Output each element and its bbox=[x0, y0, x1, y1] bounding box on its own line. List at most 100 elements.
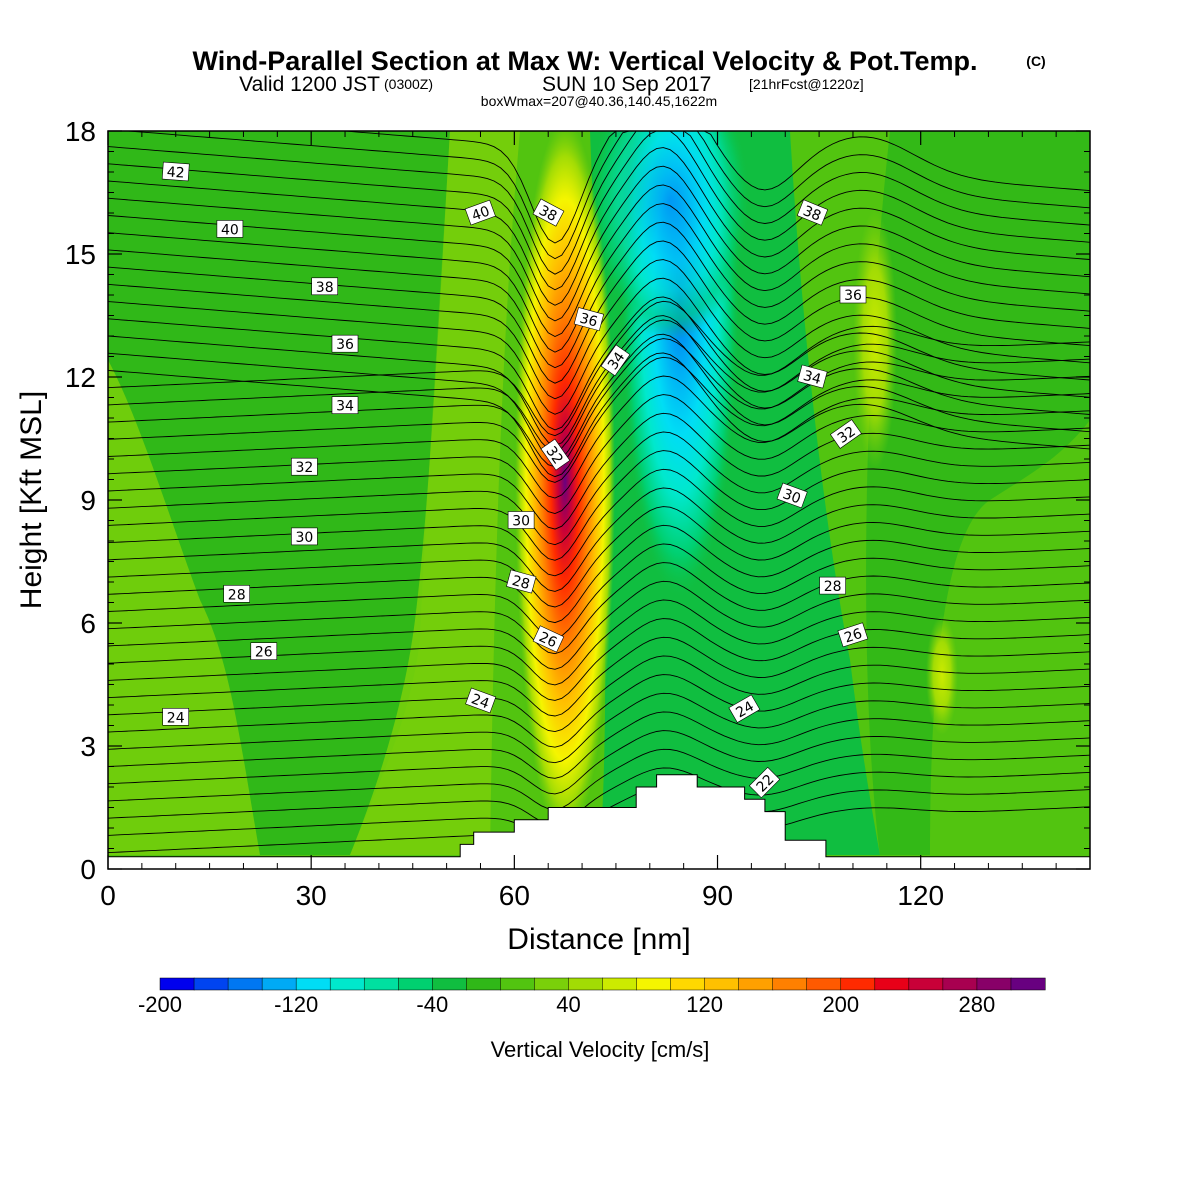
colorbar-swatch bbox=[602, 977, 638, 991]
colorbar-swatch bbox=[193, 977, 229, 991]
contour-label: 36 bbox=[331, 334, 359, 353]
colorbar-swatch bbox=[738, 977, 774, 991]
isentrope-line bbox=[108, 524, 1090, 624]
contour-label: 24 bbox=[162, 707, 189, 726]
x-tick-label: 0 bbox=[100, 880, 116, 911]
isentrope-line bbox=[108, 618, 1090, 701]
contour-label: 34 bbox=[797, 364, 828, 389]
x-tick-label: 30 bbox=[296, 880, 327, 911]
box-info-text: boxWmax=207@40.36,140.45,1622m bbox=[481, 93, 717, 109]
colorbar-swatch bbox=[363, 977, 399, 991]
colorbar-swatch bbox=[432, 977, 467, 991]
colorbar-swatch bbox=[500, 977, 535, 991]
valid-main-text: Valid 1200 JST bbox=[239, 73, 380, 96]
isentrope-line bbox=[108, 296, 1090, 431]
contour-label: 40 bbox=[216, 220, 244, 238]
contour-label: 30 bbox=[507, 511, 535, 530]
contour-label-text: 30 bbox=[781, 486, 803, 507]
colorbar-swatch bbox=[874, 977, 910, 991]
contour-label-box bbox=[797, 364, 828, 389]
colorbar-swatch bbox=[295, 977, 331, 991]
contour-label-text: 40 bbox=[470, 203, 492, 224]
y-tick-label: 9 bbox=[80, 485, 96, 516]
isentrope-line bbox=[108, 543, 1090, 639]
contour-label-box bbox=[507, 511, 535, 529]
contour-label-text: 42 bbox=[166, 164, 185, 181]
contour-label-box bbox=[162, 707, 189, 726]
colorbar-tick-label: 200 bbox=[822, 992, 859, 1017]
x-axis-title: Distance [nm] bbox=[507, 923, 690, 956]
colorbar-swatch bbox=[942, 977, 978, 991]
contour-label-text: 26 bbox=[255, 645, 273, 661]
isentrope-line bbox=[108, 730, 1090, 795]
isentrope-line bbox=[108, 674, 1090, 748]
colorbar-title: Vertical Velocity [cm/s] bbox=[491, 1037, 710, 1062]
contour-label-text: 28 bbox=[824, 579, 842, 595]
colorbar-swatch bbox=[261, 977, 297, 991]
contour-label-box bbox=[161, 161, 190, 182]
isentrope-line bbox=[108, 431, 1090, 546]
isentrope-line bbox=[108, 333, 1090, 462]
contour-label-text: 24 bbox=[167, 710, 185, 726]
contour-label-box bbox=[223, 584, 250, 603]
contour-label: 28 bbox=[819, 576, 846, 595]
contour-label: 34 bbox=[331, 396, 359, 415]
contour-label: 36 bbox=[839, 285, 867, 304]
contour-label: 28 bbox=[506, 569, 537, 594]
contour-label-text: 30 bbox=[295, 530, 313, 546]
contour-label-text: 30 bbox=[512, 514, 530, 530]
isentrope-line bbox=[108, 240, 1090, 384]
contour-label: 40 bbox=[464, 199, 496, 226]
y-tick-label: 0 bbox=[80, 854, 96, 885]
contour-label: 26 bbox=[837, 622, 869, 648]
y-tick-label: 12 bbox=[65, 362, 96, 393]
colorbar-swatch bbox=[806, 977, 842, 991]
colorbar-swatch bbox=[1010, 977, 1046, 991]
contour-label: 24 bbox=[465, 687, 497, 714]
colorbar-tick-label: 280 bbox=[959, 992, 996, 1017]
contour-label-box bbox=[796, 199, 829, 226]
chart-header: Wind-Parallel Section at Max W: Vertical… bbox=[193, 46, 1046, 109]
contour-label: 32 bbox=[291, 457, 318, 476]
contour-label-box bbox=[465, 687, 497, 714]
potential-temperature-contours bbox=[108, 131, 1090, 857]
contour-label-text: 40 bbox=[221, 222, 239, 238]
colorbar-tick-label: 120 bbox=[686, 992, 723, 1017]
isentrope-line bbox=[108, 767, 1090, 826]
contour-label-box bbox=[311, 277, 339, 296]
isentrope-line bbox=[108, 184, 1090, 338]
terrain-mask bbox=[108, 774, 1090, 869]
contour-label-box bbox=[331, 334, 359, 353]
contour-label: 36 bbox=[573, 307, 605, 332]
contour-label: 32 bbox=[829, 419, 862, 449]
isentrope-line bbox=[108, 131, 1090, 275]
isentrope-line bbox=[108, 487, 1090, 592]
colorbar-swatch bbox=[227, 977, 263, 991]
colorbar: -200 -120 -40 40 120 200 280 bbox=[138, 977, 1046, 1017]
contour-label-text: 24 bbox=[469, 691, 491, 712]
contour-label-text: 38 bbox=[801, 203, 824, 225]
y-tick-label: 6 bbox=[80, 608, 96, 639]
x-tick-label: 90 bbox=[702, 880, 733, 911]
colorbar-swatch bbox=[636, 977, 672, 991]
colorbar-tick-label: 40 bbox=[556, 992, 580, 1017]
contour-label-text: 34 bbox=[801, 368, 822, 388]
isentrope-line bbox=[108, 221, 1090, 369]
isentrope-line bbox=[108, 165, 1090, 322]
isentrope-line bbox=[108, 468, 1090, 577]
isentrope-line bbox=[108, 147, 1090, 306]
y-tick-label: 3 bbox=[80, 731, 96, 762]
contour-label-box bbox=[216, 220, 244, 238]
contour-label-box bbox=[250, 642, 278, 661]
contour-label-text: 38 bbox=[316, 280, 334, 296]
isentrope-line bbox=[108, 300, 1090, 437]
field-region-weak-ascent bbox=[108, 131, 520, 855]
colorbar-swatch bbox=[568, 977, 604, 991]
contour-label-text: 36 bbox=[336, 337, 354, 353]
contour-label-text: 38 bbox=[536, 203, 559, 225]
contour-label-box bbox=[839, 285, 867, 304]
contour-label: 42 bbox=[161, 161, 190, 182]
isentrope-line bbox=[108, 655, 1090, 733]
isentrope-line bbox=[108, 338, 1090, 468]
